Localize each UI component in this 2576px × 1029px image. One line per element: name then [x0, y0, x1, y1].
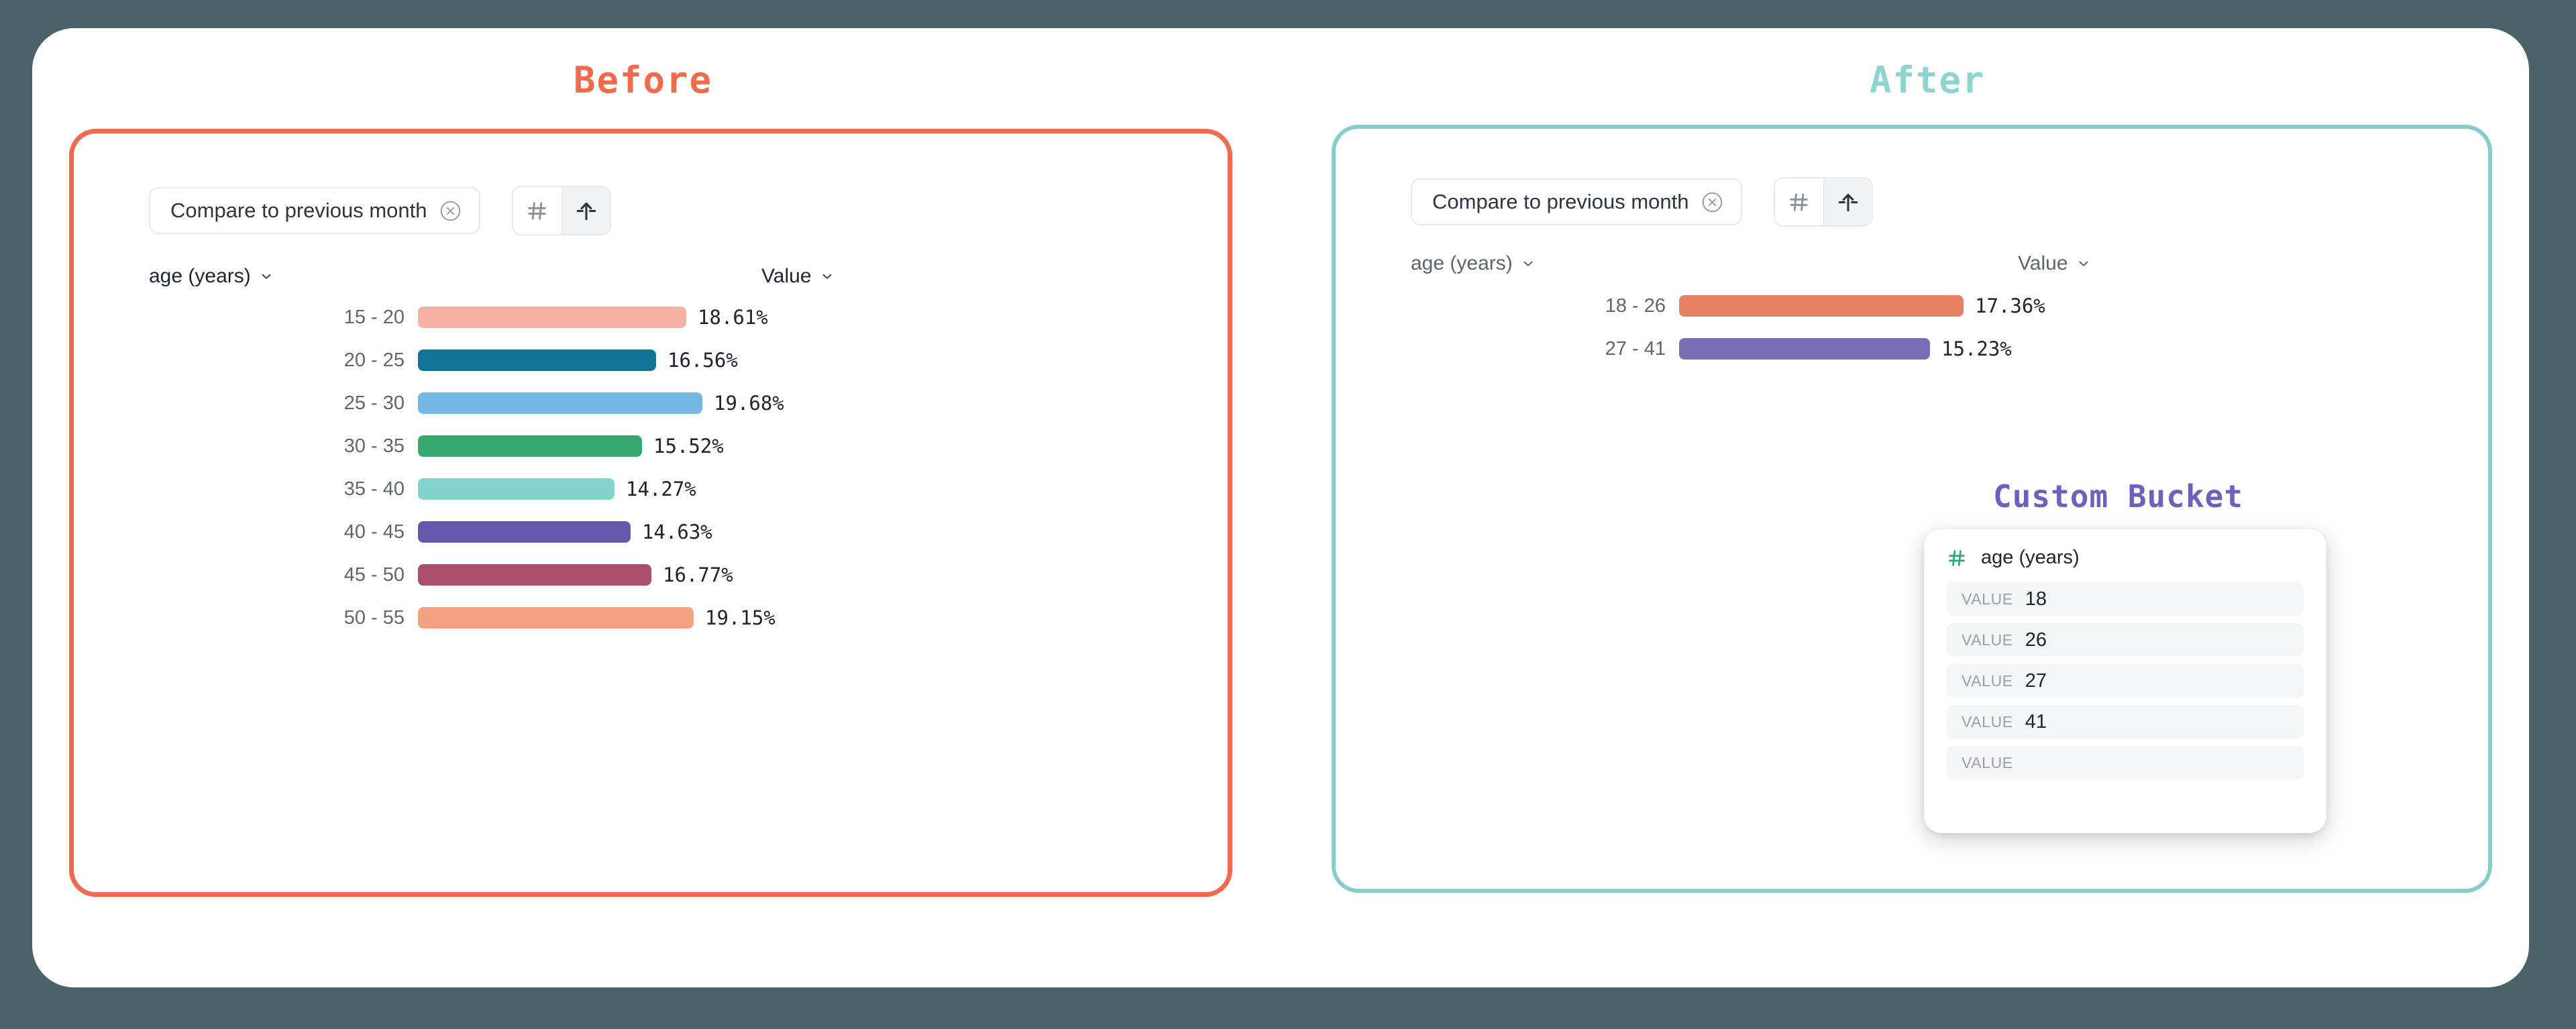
- bar-fill: [418, 349, 656, 371]
- chevron-down-icon: [822, 274, 831, 279]
- column-header-dimension-label-before: age (years): [149, 265, 251, 287]
- column-header-measure-label-before: Value: [761, 265, 812, 287]
- column-header-measure-after[interactable]: Value: [2018, 252, 2091, 275]
- hash-icon: [1949, 549, 1965, 566]
- grid-view-button-after[interactable]: [1774, 178, 1823, 225]
- bar-value-label: 18.61%: [698, 306, 768, 329]
- bar-category-label: 45 - 50: [343, 563, 405, 586]
- custom-bucket-value-key: VALUE: [1962, 590, 2013, 608]
- custom-bucket-value-row[interactable]: VALUE 27: [1947, 664, 2304, 698]
- custom-bucket-value-input[interactable]: 18: [2025, 588, 2047, 610]
- custom-bucket-value-key: VALUE: [1962, 671, 2013, 690]
- custom-bucket-title: Custom Bucket: [1993, 478, 2244, 514]
- bar-row[interactable]: 18 - 26 17.36%: [1336, 294, 2488, 317]
- bar-fill: [1679, 338, 1930, 360]
- bar-value-label: 15.52%: [653, 435, 724, 457]
- bar-fill: [418, 392, 702, 414]
- column-headers-before: age (years) Value: [149, 265, 1195, 292]
- column-header-measure-before[interactable]: Value: [761, 265, 835, 288]
- bar-category-label: 30 - 35: [343, 435, 405, 457]
- section-title-after: After: [1870, 59, 1986, 101]
- custom-bucket-value-row[interactable]: VALUE 18: [1947, 582, 2304, 616]
- custom-bucket-value-input[interactable]: 26: [2025, 629, 2047, 651]
- bar-list-before: 15 - 20 18.61% 20 - 25 16.56% 25 - 30 19.68% 3…: [74, 306, 1228, 650]
- section-title-before: Before: [574, 59, 713, 101]
- bar-row[interactable]: 50 - 55 19.15%: [74, 606, 1228, 629]
- compare-chip-before[interactable]: Compare to previous month: [149, 187, 480, 234]
- column-header-measure-label-after: Value: [2018, 252, 2068, 274]
- view-mode-group-after: [1773, 177, 1873, 227]
- bar-value-label: 15.23%: [1941, 337, 2012, 360]
- bar-fill: [418, 435, 642, 457]
- chevron-down-icon: [262, 274, 271, 279]
- bar-row[interactable]: 15 - 20 18.61%: [74, 306, 1228, 329]
- bar-value-label: 14.27%: [626, 478, 696, 500]
- custom-bucket-value-row[interactable]: VALUE 26: [1947, 623, 2304, 657]
- bar-row[interactable]: 30 - 35 15.52%: [74, 435, 1228, 457]
- compare-chip-label-before: Compare to previous month: [170, 199, 427, 222]
- panel-after: Compare to previous month: [1332, 125, 2492, 893]
- custom-bucket-value-input[interactable]: 27: [2025, 669, 2047, 692]
- custom-bucket-value-row[interactable]: VALUE 41: [1947, 705, 2304, 739]
- custom-bucket-value-key: VALUE: [1962, 753, 2013, 771]
- bucket-view-button-before[interactable]: [561, 187, 610, 234]
- arrow-up-split-icon: [576, 202, 596, 221]
- arrow-up-split-icon: [1838, 193, 1858, 212]
- bar-category-label: 25 - 30: [343, 392, 405, 414]
- bar-fill: [418, 521, 631, 543]
- bar-fill: [418, 607, 694, 629]
- bar-category-label: 40 - 45: [343, 521, 405, 543]
- custom-bucket-field-header: age (years): [1947, 547, 2304, 569]
- compare-chip-after[interactable]: Compare to previous month: [1411, 178, 1742, 225]
- custom-bucket-value-input[interactable]: 41: [2025, 710, 2047, 733]
- bar-fill: [418, 307, 686, 328]
- close-circle-icon[interactable]: [1701, 191, 1723, 213]
- bar-row[interactable]: 27 - 41 15.23%: [1336, 337, 2488, 360]
- close-circle-icon[interactable]: [439, 200, 462, 222]
- bar-category-label: 50 - 55: [343, 606, 405, 629]
- bar-category-label: 18 - 26: [1605, 294, 1666, 317]
- view-mode-group-before: [511, 186, 611, 235]
- column-headers-after: age (years) Value: [1411, 252, 2457, 279]
- bar-fill: [418, 564, 651, 586]
- bar-list-after: 18 - 26 17.36% 27 - 41 15.23%: [1336, 294, 2488, 381]
- column-header-dimension-before[interactable]: age (years): [149, 265, 274, 288]
- compare-chip-label-after: Compare to previous month: [1432, 190, 1689, 213]
- hash-grid-icon: [528, 201, 546, 220]
- custom-bucket-value-key: VALUE: [1962, 631, 2013, 649]
- bar-row[interactable]: 20 - 25 16.56%: [74, 349, 1228, 372]
- bar-fill: [1679, 295, 1964, 317]
- custom-bucket-popup: age (years) VALUE 18 VALUE 26 VALUE 27 VALUE 41…: [1924, 529, 2326, 833]
- bar-value-label: 16.56%: [667, 349, 738, 372]
- chevron-down-icon: [2079, 261, 2088, 266]
- column-header-dimension-after[interactable]: age (years): [1411, 252, 1536, 275]
- bar-value-label: 14.63%: [642, 521, 712, 543]
- custom-bucket-value-rows: VALUE 18 VALUE 26 VALUE 27 VALUE 41 VALUE: [1947, 582, 2304, 779]
- custom-bucket-value-key: VALUE: [1962, 712, 2013, 730]
- bar-category-label: 15 - 20: [343, 306, 405, 328]
- column-header-dimension-label-after: age (years): [1411, 252, 1513, 274]
- bar-category-label: 20 - 25: [343, 349, 405, 371]
- hash-grid-icon: [1790, 193, 1808, 211]
- bucket-view-button-after[interactable]: [1823, 178, 1872, 225]
- bar-fill: [418, 478, 614, 500]
- grid-view-button-before[interactable]: [513, 187, 561, 234]
- bar-row[interactable]: 45 - 50 16.77%: [74, 563, 1228, 586]
- custom-bucket-field-name: age (years): [1981, 547, 2080, 568]
- bar-value-label: 17.36%: [1975, 294, 2045, 317]
- bar-row[interactable]: 35 - 40 14.27%: [74, 478, 1228, 500]
- bar-row[interactable]: 40 - 45 14.63%: [74, 521, 1228, 543]
- bar-row[interactable]: 25 - 30 19.68%: [74, 392, 1228, 415]
- custom-bucket-value-row[interactable]: VALUE: [1947, 746, 2304, 779]
- panel-before: Compare to previous month: [69, 129, 1232, 897]
- chevron-down-icon: [1523, 261, 1533, 266]
- bar-value-label: 16.77%: [663, 563, 733, 586]
- bar-category-label: 35 - 40: [343, 478, 405, 500]
- bar-value-label: 19.68%: [714, 392, 784, 415]
- toolbar-before: Compare to previous month: [149, 186, 611, 235]
- bar-category-label: 27 - 41: [1605, 337, 1666, 360]
- toolbar-after: Compare to previous month: [1411, 177, 1873, 227]
- bar-value-label: 19.15%: [705, 606, 775, 629]
